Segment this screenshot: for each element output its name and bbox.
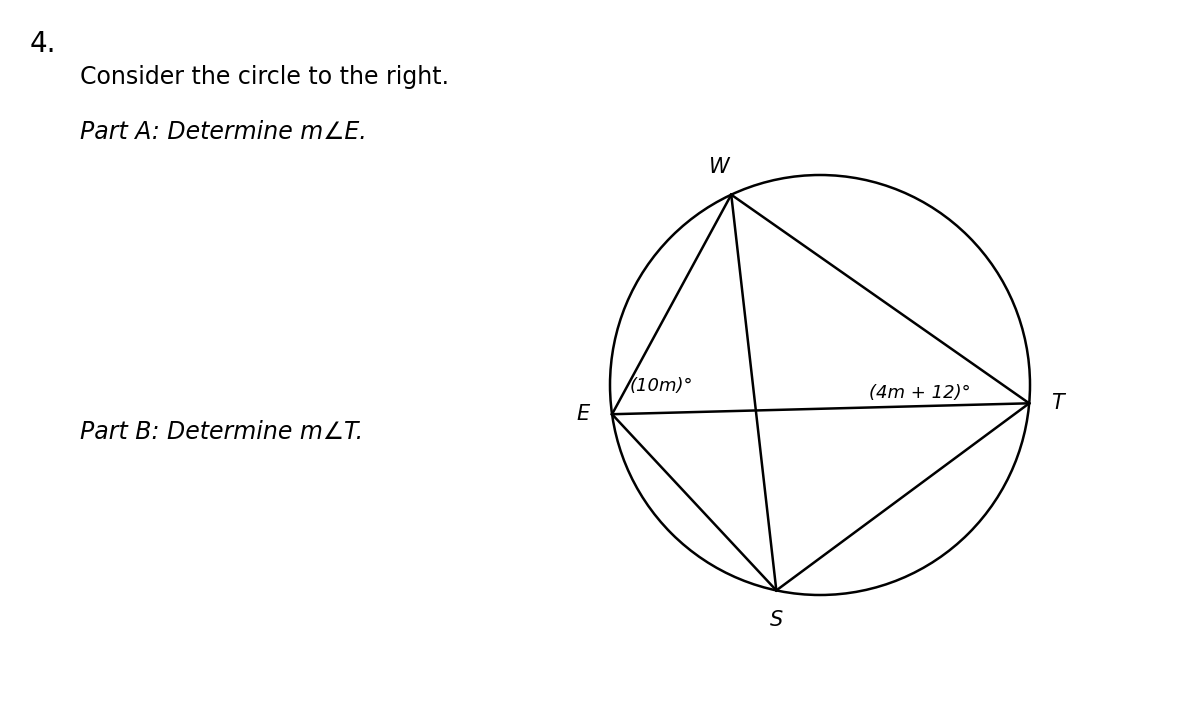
Text: 4.: 4.	[30, 30, 56, 58]
Text: Part B: Determine m∠T.: Part B: Determine m∠T.	[80, 420, 364, 444]
Text: Consider the circle to the right.: Consider the circle to the right.	[80, 65, 449, 89]
Text: S: S	[769, 611, 782, 630]
Text: T: T	[1051, 393, 1064, 413]
Text: E: E	[577, 404, 590, 425]
Text: (10m)°: (10m)°	[630, 377, 694, 395]
Text: W: W	[709, 157, 730, 177]
Text: Part A: Determine m∠E.: Part A: Determine m∠E.	[80, 120, 367, 144]
Text: (4m + 12)°: (4m + 12)°	[869, 384, 971, 403]
